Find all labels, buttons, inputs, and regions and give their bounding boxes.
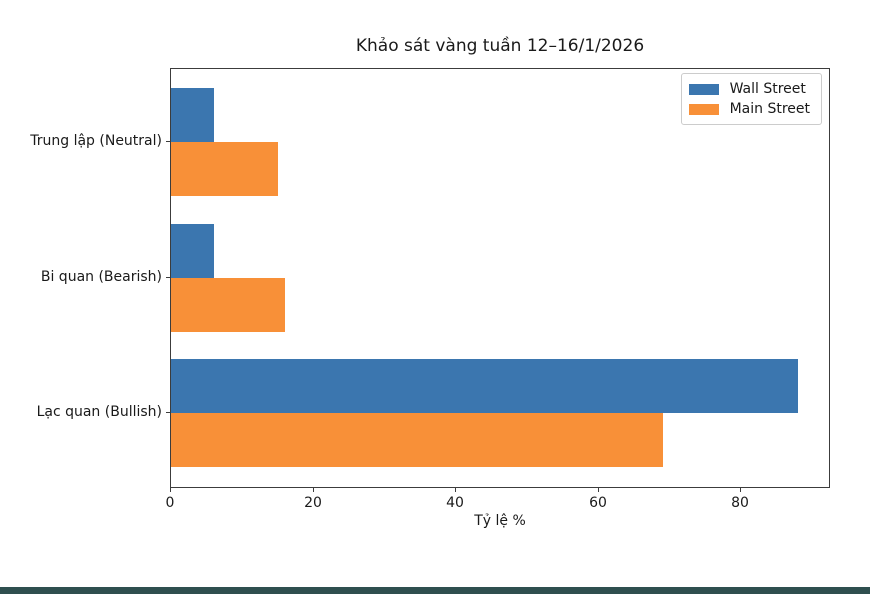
bar-main-street-l-c-quan-bullish	[171, 413, 663, 467]
y-tick	[166, 276, 170, 278]
legend-swatch-main-street	[688, 103, 719, 115]
bar-main-street-trung-l-p-neutral	[171, 142, 278, 196]
x-tick-label: 40	[446, 495, 464, 511]
legend-label: Main Street	[729, 101, 810, 117]
y-category-label-l-c-quan-bullish: Lạc quan (Bullish)	[36, 404, 162, 420]
legend-item-main-street: Main Street	[688, 99, 810, 119]
x-axis-label: Tỷ lệ %	[474, 513, 526, 529]
y-tick	[166, 141, 170, 142]
chart-title: Khảo sát vàng tuần 12–16/1/2026	[355, 36, 645, 56]
window-bottom-edge	[0, 587, 870, 594]
legend: Wall Street Main Street	[680, 73, 822, 125]
legend-swatch-wall-street	[688, 83, 719, 95]
x-tick-label: 80	[731, 495, 749, 511]
legend-label: Wall Street	[729, 81, 806, 97]
x-tick-label: 60	[589, 495, 607, 511]
plot-area: Wall Street Main Street	[170, 68, 830, 488]
bar-wall-street-trung-l-p-neutral	[171, 88, 214, 142]
y-tick	[166, 412, 170, 413]
bar-wall-street-bi-quan-bearish	[171, 223, 214, 278]
x-tick	[740, 488, 741, 492]
x-tick	[313, 488, 314, 492]
x-tick-label: 20	[304, 495, 322, 511]
x-tick	[170, 488, 171, 492]
bar-wall-street-l-c-quan-bullish	[171, 359, 798, 413]
y-category-label-trung-l-p-neutral: Trung lập (Neutral)	[30, 133, 162, 149]
x-tick	[455, 488, 456, 492]
y-category-label-bi-quan-bearish: Bi quan (Bearish)	[40, 268, 162, 285]
bar-main-street-bi-quan-bearish	[171, 277, 285, 332]
x-tick	[598, 488, 599, 492]
legend-item-wall-street: Wall Street	[688, 79, 810, 99]
x-tick-label: 0	[165, 495, 175, 511]
